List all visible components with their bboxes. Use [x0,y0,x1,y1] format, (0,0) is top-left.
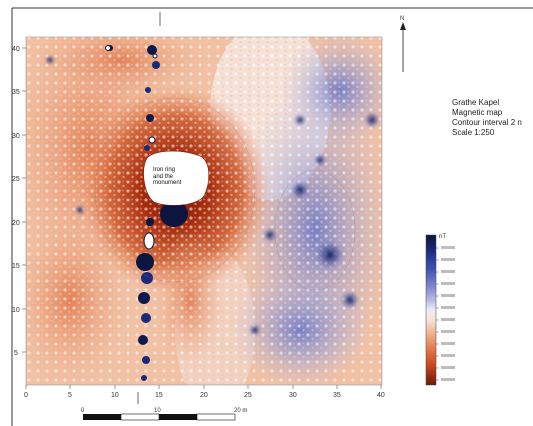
y-tick-label: 10 [12,307,20,314]
map-type: Magnetic map [452,108,503,117]
y-tick-label: 30 [12,133,20,140]
monument-anomaly [160,201,188,227]
x-tick-label: 30 [289,392,297,399]
x-tick-label: 0 [24,392,28,399]
y-tick-label: 15 [12,263,20,270]
iron-ring-label-line: monument [153,180,182,186]
y-tick-label: 35 [12,89,20,96]
y-tick-label: 5 [14,350,18,357]
y-axis-labels: 5 10 15 20 25 30 35 40 [12,46,20,357]
x-tick-label: 20 [200,392,208,399]
x-tick-label: 40 [377,392,385,399]
north-arrow-label: N [400,16,404,22]
scale-bar-label: 0 [81,408,85,414]
iron-ring-label-line: and the [153,173,174,180]
x-tick-label: 5 [68,392,72,399]
map-scale: Scale 1:250 [452,128,495,137]
colorbar-legend: nT [425,234,455,386]
x-tick-label: 15 [155,392,163,399]
scale-bar-label: 20 m [234,408,247,414]
x-tick-label: 25 [244,392,252,399]
iron-ring-label-line: Iron ring [153,167,176,173]
x-tick-label: 10 [111,392,119,399]
north-arrow-icon [400,22,406,30]
y-tick-label: 25 [12,176,20,183]
site-name: Grathe Kapel [452,98,500,107]
colorbar [425,234,437,386]
y-tick-label: 20 [12,220,20,227]
contour-interval: Contour interval 2 n [452,118,522,127]
axis-ticks [22,47,382,389]
colorbar-unit: nT [439,234,446,240]
iron-ring-label: Iron ring and the monument [153,167,199,187]
y-tick-label: 40 [12,46,20,53]
scale-bar-label: 10 [154,408,161,414]
magnetic-map [26,37,382,385]
north-arrow: N [400,16,406,72]
x-tick-label: 35 [333,392,341,399]
x-axis-labels: 0 5 10 15 20 25 30 35 40 [24,392,385,399]
scale-bar: 0 10 20 m [81,408,247,421]
iron-ring-area [143,150,210,206]
